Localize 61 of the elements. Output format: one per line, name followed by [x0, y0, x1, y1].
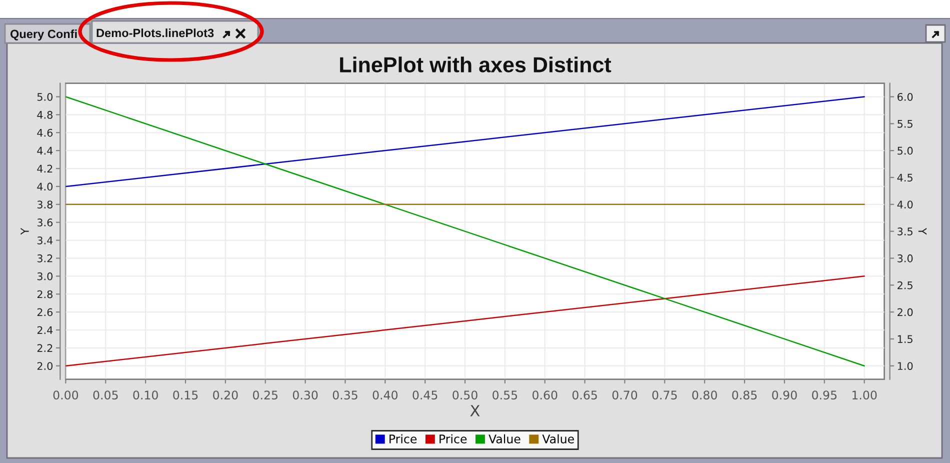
y2-tick-label: 6.0: [898, 92, 913, 101]
text: Query Confi: [10, 30, 77, 41]
line-series: [66, 276, 865, 366]
legend-label: Value: [488, 434, 520, 444]
x-tick-label: 1.00: [852, 390, 877, 400]
y-tick-label: 3.4: [37, 236, 53, 244]
x-tick-label: 0.55: [492, 390, 518, 400]
y-tick-label: 4.4: [37, 146, 53, 155]
y-tick-label: 2.4: [37, 326, 53, 334]
y2-axis-title: Y: [918, 228, 927, 235]
x-tick-label: 0.95: [812, 390, 837, 400]
y-tick-label: 3.6: [37, 218, 53, 226]
y-tick-label: 4.2: [37, 164, 52, 172]
y-tick-label: 3.0: [37, 272, 53, 280]
y-axis-title: Y: [20, 228, 29, 235]
x-tick-label: 0.90: [772, 390, 797, 400]
x-tick-label: 0.75: [652, 390, 677, 400]
x-tick-label: 0.65: [572, 390, 597, 400]
x-tick-label: 0.80: [692, 390, 717, 400]
y-tick-label: 3.8: [37, 200, 52, 208]
y2-tick-label: 5.5: [898, 120, 912, 128]
text: Demo-Plots.linePlot3: [96, 28, 214, 38]
x-tick-label: 0.85: [732, 390, 757, 400]
x-tick-label: 0.10: [133, 390, 158, 400]
x-tick-label: 0.00: [53, 390, 78, 400]
y2-tick-label: 5.0: [898, 146, 913, 155]
x-tick-label: 0.40: [372, 390, 398, 400]
y2-tick-label: 2.0: [898, 308, 913, 316]
x-tick-label: 0.70: [612, 390, 638, 400]
y-tick-label: 2.6: [37, 308, 53, 316]
x-axis-title: X: [470, 405, 480, 416]
y-tick-label: 2.2: [37, 344, 52, 352]
y-tick-label: 4.6: [37, 128, 53, 137]
line-series: [66, 96, 865, 188]
y2-tick-label: 1.5: [898, 335, 912, 344]
x-tick-label: 0.35: [332, 390, 358, 400]
y-tick-label: 4.8: [37, 110, 52, 119]
y-tick-label: 4.0: [37, 182, 53, 191]
legend-label: Price: [440, 434, 467, 444]
x-tick-label: 0.20: [213, 390, 238, 400]
y2-tick-label: 2.5: [898, 281, 912, 290]
y-tick-label: 2.0: [37, 362, 53, 370]
line-series: [66, 96, 865, 366]
y2-tick-label: 1.0: [898, 362, 913, 370]
x-tick-label: 0.45: [412, 390, 438, 400]
x-tick-label: 0.30: [292, 390, 318, 400]
x-tick-label: 0.60: [532, 390, 558, 400]
y2-tick-label: 3.5: [898, 228, 912, 236]
y2-tick-label: 4.0: [897, 200, 913, 208]
x-tick-label: 0.05: [93, 390, 118, 400]
y-tick-label: 5.0: [37, 92, 53, 101]
chart-title: LinePlot with axes Distinct: [340, 56, 612, 72]
x-tick-label: 0.15: [173, 390, 198, 400]
legend-label: Price: [390, 434, 417, 444]
x-tick-label: 0.50: [452, 390, 478, 400]
legend-label: Value: [542, 434, 574, 444]
y2-tick-label: 3.0: [898, 254, 913, 262]
y-tick-label: 2.8: [37, 290, 52, 298]
y-tick-label: 3.2: [37, 254, 52, 262]
y2-tick-label: 4.5: [897, 174, 912, 182]
x-tick-label: 0.25: [252, 390, 278, 400]
